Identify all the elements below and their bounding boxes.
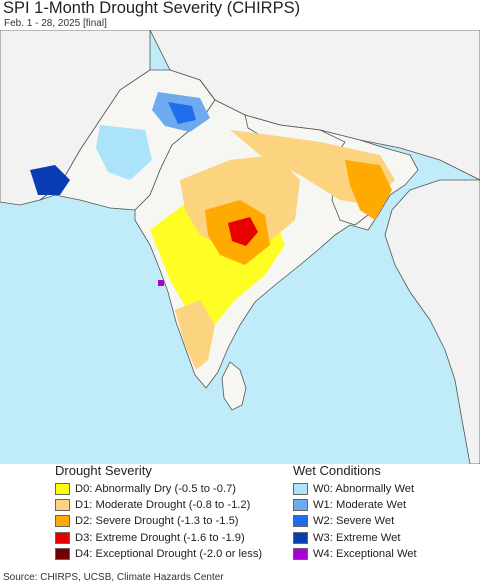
source-credit: Source: CHIRPS, UCSB, Climate Hazards Ce…: [3, 572, 224, 583]
swatch-w2: [293, 515, 308, 528]
legend-label-w2: W2: Severe Wet: [313, 515, 395, 528]
swatch-w3: [293, 531, 308, 544]
legend-item-w4: W4: Exceptional Wet: [293, 546, 417, 562]
legend-label-w0: W0: Abnormally Wet: [313, 483, 415, 496]
swatch-d0: [55, 483, 70, 496]
legend-label-d2: D2: Severe Drought (-1.3 to -1.5): [75, 515, 239, 528]
patch-d3-central: [228, 217, 258, 246]
swatch-w1: [293, 499, 308, 512]
swatch-w4: [293, 547, 308, 560]
map-title: SPI 1-Month Drought Severity (CHIRPS): [3, 0, 301, 17]
legend-label-w1: W1: Moderate Wet: [313, 499, 407, 512]
legend-label-w4: W4: Exceptional Wet: [313, 547, 417, 560]
legend-label-d0: D0: Abnormally Dry (-0.5 to -0.7): [75, 483, 237, 496]
swatch-d3: [55, 531, 70, 544]
wet-legend-heading: Wet Conditions: [293, 463, 381, 478]
swatch-d1: [55, 499, 70, 512]
legend-item-d0: D0: Abnormally Dry (-0.5 to -0.7): [55, 481, 262, 497]
drought-legend: D0: Abnormally Dry (-0.5 to -0.7) D1: Mo…: [55, 481, 262, 562]
legend-item-d4: D4: Exceptional Drought (-2.0 or less): [55, 546, 262, 562]
legend-label-d1: D1: Moderate Drought (-0.8 to -1.2): [75, 499, 251, 512]
legend-label-d3: D3: Extreme Drought (-1.6 to -1.9): [75, 531, 245, 544]
swatch-d4: [55, 547, 70, 560]
legend-item-w0: W0: Abnormally Wet: [293, 481, 417, 497]
patch-d1-south: [175, 300, 215, 370]
land-sri-lanka: [221, 361, 247, 411]
drought-map: [0, 30, 480, 464]
legend-item-d3: D3: Extreme Drought (-1.6 to -1.9): [55, 530, 262, 546]
drought-legend-heading: Drought Severity: [55, 463, 152, 478]
patch-w0-west: [96, 125, 152, 180]
legend-item-w1: W1: Moderate Wet: [293, 497, 417, 513]
patch-w2-northwest: [168, 102, 196, 124]
legend-item-w2: W2: Severe Wet: [293, 513, 417, 529]
land-east: [384, 179, 480, 464]
legend-label-d4: D4: Exceptional Drought (-2.0 or less): [75, 547, 263, 560]
legend-item-d1: D1: Moderate Drought (-0.8 to -1.2): [55, 497, 262, 513]
patch-w3-southwest: [30, 165, 70, 195]
patch-w4-spot: [158, 280, 164, 286]
map-date-range: Feb. 1 - 28, 2025 [final]: [4, 18, 107, 29]
legend-item-d2: D2: Severe Drought (-1.3 to -1.5): [55, 513, 262, 529]
wet-legend: W0: Abnormally Wet W1: Moderate Wet W2: …: [293, 481, 417, 562]
legend-label-w3: W3: Extreme Wet: [313, 531, 401, 544]
swatch-w0: [293, 483, 308, 496]
swatch-d2: [55, 515, 70, 528]
severity-patches: [30, 92, 395, 370]
patch-d2-northeast: [345, 160, 392, 220]
legend-item-w3: W3: Extreme Wet: [293, 530, 417, 546]
